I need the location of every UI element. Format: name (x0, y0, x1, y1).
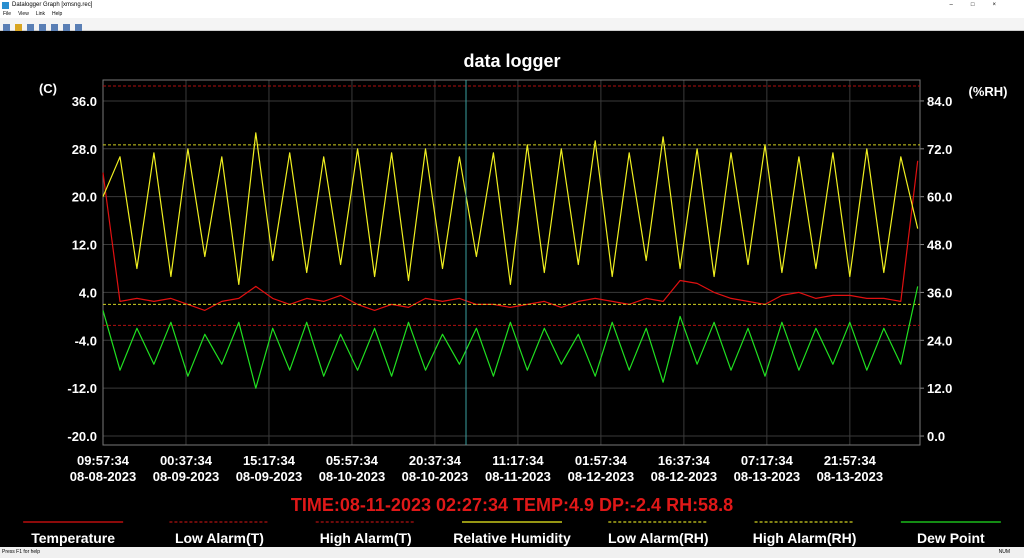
toolbar (0, 18, 1024, 31)
x-tick-label: 08-10-2023 (402, 469, 469, 484)
x-tick-label: 09:57:34 (77, 453, 130, 468)
legend-label: Relative Humidity (453, 530, 571, 546)
legend-label: Low Alarm(RH) (608, 530, 709, 546)
plot-border (102, 79, 921, 446)
x-tick-label: 08-09-2023 (153, 469, 220, 484)
y2-tick-label: 24.0 (927, 333, 952, 348)
x-tick-label: 00:37:34 (160, 453, 213, 468)
readout: TIME:08-11-2023 02:27:34 TEMP:4.9 DP:-2.… (291, 495, 733, 515)
y-tick-label: -20.0 (67, 429, 97, 444)
legend-label: High Alarm(T) (320, 530, 412, 546)
legend-label: High Alarm(RH) (753, 530, 857, 546)
legend-label: Dew Point (917, 530, 985, 546)
tool-button[interactable] (51, 24, 58, 31)
chart-background (0, 31, 1024, 547)
tool-button[interactable] (75, 24, 82, 31)
tool-button[interactable] (27, 24, 34, 31)
y2-tick-label: 60.0 (927, 190, 952, 205)
series-line (102, 286, 919, 389)
y2-tick-label: 48.0 (927, 238, 952, 253)
y2-tick-label: 84.0 (927, 94, 952, 109)
tool-button[interactable] (63, 24, 70, 31)
status-bar: Press F1 for help NUM (0, 547, 1024, 558)
y-tick-label: 4.0 (79, 285, 97, 300)
window-controls[interactable]: –□× (949, 2, 1014, 8)
x-tick-label: 08-12-2023 (568, 469, 635, 484)
x-tick-label: 08-13-2023 (817, 469, 884, 484)
series-line (102, 132, 919, 285)
x-tick-label: 01:57:34 (575, 453, 628, 468)
x-tick-label: 08-10-2023 (319, 469, 386, 484)
x-tick-label: 07:17:34 (741, 453, 794, 468)
y-tick-label: 36.0 (72, 94, 97, 109)
status-num: NUM (998, 549, 1010, 555)
y-tick-label: 20.0 (72, 190, 97, 205)
menu-item[interactable]: Help (52, 11, 63, 17)
y2-tick-label: 0.0 (927, 429, 945, 444)
title-bar: Datalogger Graph [xmsng.rec] –□× (0, 0, 1024, 11)
y2-tick-label: 36.0 (927, 285, 952, 300)
y2-tick-label: 12.0 (927, 381, 952, 396)
x-tick-label: 08-11-2023 (485, 469, 551, 484)
x-tick-label: 05:57:34 (326, 453, 379, 468)
y-tick-label: 12.0 (72, 238, 97, 253)
menu-item[interactable]: File (3, 11, 12, 17)
x-tick-label: 08-12-2023 (651, 469, 718, 484)
y2-tick-label: 72.0 (927, 142, 952, 157)
x-tick-label: 16:37:34 (658, 453, 711, 468)
x-tick-label: 08-13-2023 (734, 469, 801, 484)
menu-item[interactable]: View (18, 11, 29, 17)
menu-item[interactable]: Link (35, 11, 45, 17)
x-tick-label: 20:37:34 (409, 453, 462, 468)
x-tick-label: 08-09-2023 (236, 469, 303, 484)
series-line (102, 160, 919, 311)
tool-button[interactable] (15, 24, 22, 31)
menu-bar: File View Link Help (0, 11, 1024, 18)
status-text: Press F1 for help (2, 549, 41, 555)
y-tick-label: -12.0 (67, 381, 97, 396)
chart: data logger (C) (%RH) TIME:08-11-2023 02… (0, 31, 1024, 547)
x-tick-label: 11:17:34 (492, 453, 544, 468)
chart-title: data logger (463, 51, 560, 71)
legend-label: Low Alarm(T) (175, 530, 264, 546)
app-icon (2, 2, 9, 9)
y-axis-label: (C) (39, 81, 57, 96)
window-title: Datalogger Graph [xmsng.rec] (12, 2, 93, 8)
tool-button[interactable] (39, 24, 46, 31)
legend-label: Temperature (31, 530, 115, 546)
y2-axis-label: (%RH) (969, 84, 1008, 99)
x-tick-label: 15:17:34 (243, 453, 296, 468)
x-tick-label: 08-08-2023 (70, 469, 137, 484)
x-tick-label: 21:57:34 (824, 453, 877, 468)
y-tick-label: -4.0 (75, 333, 97, 348)
y-tick-label: 28.0 (72, 142, 97, 157)
tool-button[interactable] (3, 24, 10, 31)
